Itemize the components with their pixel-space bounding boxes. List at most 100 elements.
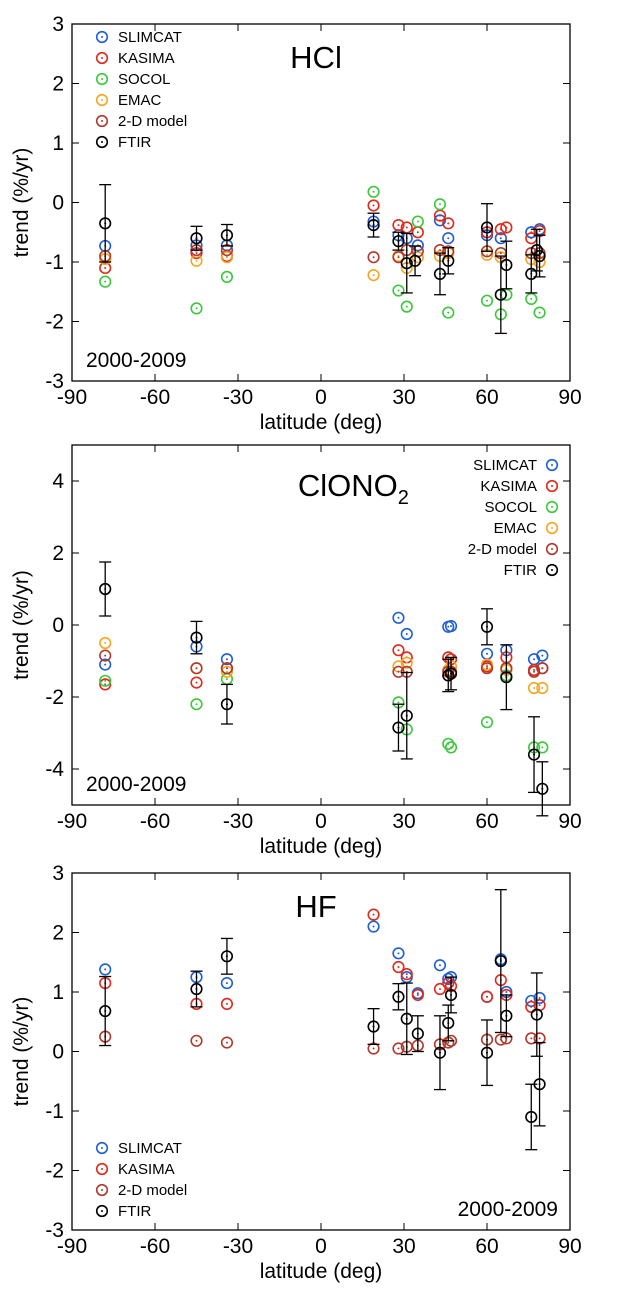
data-point-center	[533, 670, 536, 673]
data-point	[392, 947, 405, 960]
y-axis-label: trend (%/yr)	[10, 148, 33, 258]
data-point	[190, 698, 203, 711]
data-point	[480, 221, 494, 234]
data-point-center	[438, 988, 441, 991]
data-point-center	[486, 665, 488, 668]
data-point	[494, 288, 507, 301]
data-point-center	[372, 274, 375, 277]
legend-marker-center	[101, 99, 103, 101]
data-point-center	[499, 960, 502, 963]
data-point	[530, 244, 543, 257]
data-point	[99, 649, 112, 662]
x-tick-label: 30	[392, 810, 415, 833]
data-point	[400, 709, 413, 722]
data-point-center	[505, 263, 508, 266]
data-point-center	[416, 993, 419, 996]
x-tick-label: -90	[57, 810, 87, 833]
data-point-center	[195, 237, 198, 240]
data-point-center	[195, 681, 198, 684]
data-point	[220, 270, 234, 283]
data-point-center	[447, 674, 450, 677]
x-tick-label: 30	[392, 386, 415, 409]
data-point-center	[405, 633, 408, 635]
data-point	[530, 1008, 543, 1021]
data-point-center	[397, 726, 400, 729]
data-point-center	[372, 204, 375, 207]
y-tick-label: -3	[45, 370, 64, 393]
data-point	[527, 681, 541, 695]
data-point-center	[538, 996, 541, 999]
series-kasima	[99, 199, 546, 275]
data-point	[525, 267, 538, 281]
legend-label: SOCOL	[118, 71, 171, 88]
x-axis-label: latitude (deg)	[260, 411, 383, 434]
x-tick-label: -30	[223, 386, 253, 409]
data-point-center	[486, 299, 488, 302]
data-point	[220, 698, 234, 711]
data-point-center	[416, 220, 419, 223]
legend-label: FTIR	[504, 562, 537, 579]
data-point	[411, 1027, 424, 1040]
x-tick-label: 0	[315, 386, 327, 409]
x-tick-label: -30	[223, 1235, 253, 1258]
legend-marker	[95, 114, 109, 128]
data-point	[99, 658, 112, 671]
y-axis-label: trend (%/yr)	[10, 997, 33, 1107]
series-slimcat	[99, 214, 546, 253]
data-point-center	[538, 311, 541, 314]
data-point	[400, 968, 413, 981]
data-point-center	[104, 642, 107, 644]
data-point	[533, 1078, 546, 1091]
data-point-center	[530, 1115, 533, 1118]
legend-marker	[95, 1162, 109, 1176]
legend-label: KASIMA	[118, 1161, 175, 1178]
data-point	[220, 229, 234, 242]
legend-marker	[95, 1183, 109, 1197]
series-emac	[99, 246, 546, 282]
data-point	[536, 782, 549, 795]
x-tick-label: -60	[140, 810, 170, 833]
data-point-center	[397, 952, 400, 955]
legend-marker-center	[101, 1210, 103, 1212]
data-point	[480, 620, 494, 633]
series-socol	[99, 669, 549, 754]
data-point	[411, 988, 424, 1002]
data-point-center	[225, 256, 228, 259]
data-point	[433, 982, 447, 996]
data-point-center	[397, 995, 400, 998]
data-point-center	[486, 625, 488, 628]
chart-title: ClONO2	[298, 468, 409, 509]
data-point	[408, 254, 422, 267]
legend-marker-center	[101, 1189, 103, 1191]
data-point	[433, 1046, 447, 1059]
legend-marker	[545, 563, 559, 577]
series-ftir	[99, 561, 549, 817]
data-point-center	[225, 678, 228, 680]
data-point-center	[505, 226, 508, 229]
data-point-center	[541, 687, 544, 689]
data-point	[220, 662, 234, 675]
data-point-center	[397, 256, 400, 259]
data-point	[392, 644, 405, 657]
data-point-center	[225, 234, 228, 237]
data-point-center	[372, 925, 375, 928]
legend-marker	[95, 1204, 109, 1218]
data-point-center	[405, 226, 408, 229]
data-point-center	[416, 992, 419, 995]
data-point	[400, 1012, 413, 1025]
data-point	[500, 258, 513, 272]
legend-marker-center	[551, 506, 553, 508]
y-tick-label: -3	[45, 1219, 64, 1242]
y-tick-label: 3	[52, 13, 64, 36]
data-point-center	[104, 222, 107, 225]
data-point	[433, 959, 447, 972]
period-label: 2000-2009	[458, 1198, 558, 1221]
data-point	[220, 665, 234, 678]
legend-marker-center	[551, 464, 553, 466]
data-point-center	[405, 262, 408, 265]
data-point	[400, 656, 413, 669]
data-point-center	[397, 966, 400, 969]
data-point-center	[372, 190, 375, 193]
data-point-center	[505, 1037, 508, 1040]
